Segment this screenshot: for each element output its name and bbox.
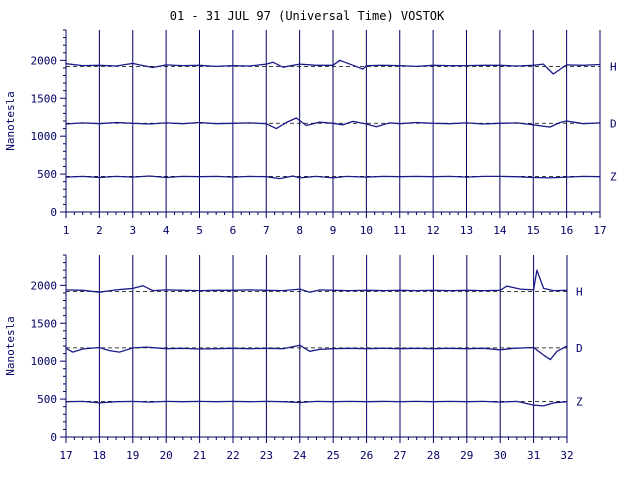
x-tick-label: 17 (593, 224, 606, 237)
x-tick-label: 10 (360, 224, 373, 237)
series-label-z: Z (576, 395, 583, 408)
y-axis-label: Nanotesla (4, 316, 17, 376)
y-axis-label: Nanotesla (4, 91, 17, 151)
x-tick-label: 12 (427, 224, 440, 237)
x-tick-label: 23 (260, 449, 273, 462)
x-tick-label: 31 (527, 449, 540, 462)
x-tick-label: 26 (360, 449, 373, 462)
x-tick-label: 18 (93, 449, 106, 462)
chart-title: 01 - 31 JUL 97 (Universal Time) VOSTOK (170, 9, 445, 23)
x-tick-label: 1 (63, 224, 70, 237)
x-tick-label: 27 (393, 449, 406, 462)
x-tick-label: 20 (160, 449, 173, 462)
series-label-d: D (576, 342, 583, 355)
x-tick-label: 16 (560, 224, 573, 237)
x-tick-label: 2 (96, 224, 103, 237)
x-tick-label: 24 (293, 449, 307, 462)
x-tick-label: 9 (330, 224, 337, 237)
x-tick-label: 25 (327, 449, 340, 462)
y-tick-label: 2000 (31, 279, 58, 292)
trace-d (65, 344, 568, 361)
y-tick-label: 1500 (31, 92, 58, 105)
panel-bottom: 0 500 1000 1500 2000 17 18 19 20 21 22 23 24 25 26 27 28… (4, 254, 583, 462)
y-tick-label: 1000 (31, 130, 58, 143)
x-tick-label: 13 (460, 224, 473, 237)
x-tick-label: 5 (196, 224, 203, 237)
x-tick-label: 6 (230, 224, 237, 237)
series-label-z: Z (610, 170, 617, 183)
x-tick-label: 30 (494, 449, 507, 462)
y-tick-label: 2000 (31, 54, 58, 67)
trace-z (65, 400, 568, 407)
trace-h (65, 59, 601, 75)
x-tick-label: 3 (129, 224, 136, 237)
x-tick-label: 7 (263, 224, 270, 237)
x-tick-label: 32 (560, 449, 573, 462)
x-tick-label: 8 (296, 224, 303, 237)
x-tick-label: 21 (193, 449, 206, 462)
series-label-h: H (576, 285, 583, 298)
y-tick-label: 1500 (31, 317, 58, 330)
y-tick-label: 500 (37, 393, 57, 406)
x-tick-label: 4 (163, 224, 170, 237)
x-tick-label: 15 (527, 224, 540, 237)
series-label-d: D (610, 117, 617, 130)
x-tick-label: 19 (126, 449, 139, 462)
x-tick-label: 28 (427, 449, 440, 462)
y-tick-label: 0 (50, 431, 57, 444)
trace-h (65, 269, 568, 293)
y-tick-label: 1000 (31, 355, 58, 368)
series-label-h: H (610, 60, 617, 73)
trace-z (65, 175, 601, 180)
y-tick-label: 0 (50, 206, 57, 219)
trace-d (65, 117, 601, 130)
x-tick-label: 14 (493, 224, 507, 237)
x-tick-label: 11 (393, 224, 406, 237)
x-tick-label: 29 (460, 449, 473, 462)
x-tick-label: 22 (226, 449, 239, 462)
y-tick-label: 500 (37, 168, 57, 181)
x-tick-label: 17 (59, 449, 72, 462)
